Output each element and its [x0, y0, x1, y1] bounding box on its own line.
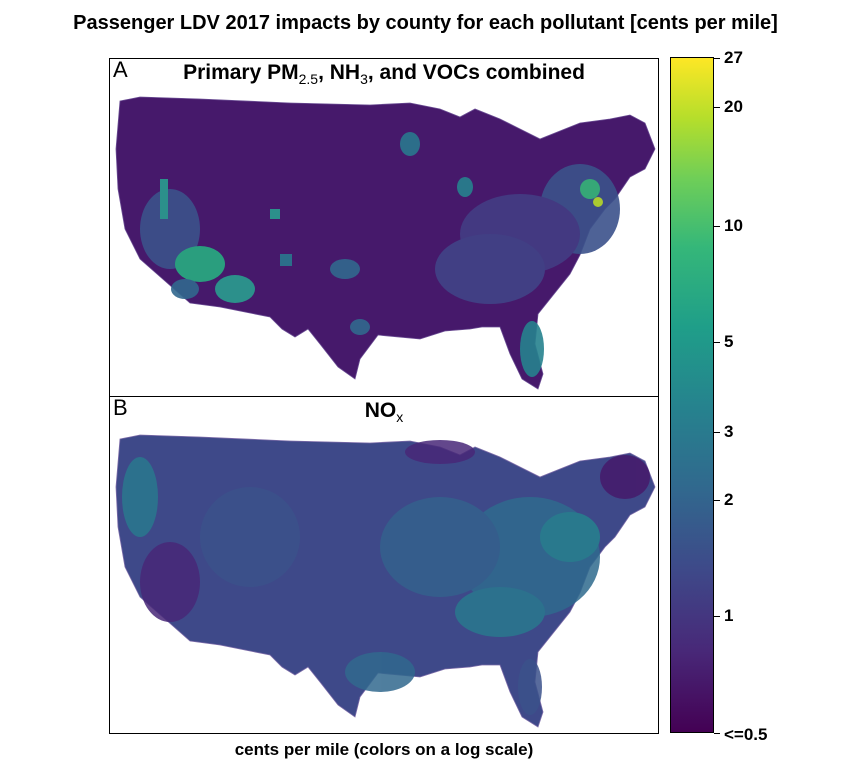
colorbar-tick-label: 1: [724, 606, 734, 625]
colorbar-tick: [714, 342, 720, 343]
hotspots-b: [122, 440, 650, 715]
colorbar-tick-label: 2: [724, 490, 734, 509]
colorbar-tick: [714, 226, 720, 227]
us-county-map-b: [115, 434, 656, 728]
colorbar-tick: [714, 733, 720, 734]
panel-a-title: Primary PM2.5, NH3, and VOCs combined: [183, 61, 585, 88]
panel-b: B NOx: [109, 396, 659, 734]
colorbar-tick-label: 10: [724, 216, 743, 235]
colorbar: [670, 57, 714, 733]
colorbar-tick-label: 27: [724, 48, 743, 67]
colorbar-tick-label: 5: [724, 332, 734, 351]
colorbar-tick: [714, 432, 720, 433]
colorbar-tick-label: <=0.5: [724, 725, 768, 744]
panel-b-title: NOx: [364, 399, 404, 426]
panel-a: A Primary PM2.5, NH3, and VOCs combined: [109, 58, 659, 397]
colorbar-tick: [714, 58, 720, 59]
panel-a-letter: A: [113, 58, 128, 82]
colorbar-tick: [714, 616, 720, 617]
colorbar-tick: [714, 500, 720, 501]
panel-b-letter: B: [113, 396, 128, 420]
colorbar-caption: cents per mile (colors on a log scale): [234, 740, 534, 759]
us-county-map-a: [115, 96, 656, 390]
hotspots-a: [140, 132, 620, 377]
colorbar-tick: [714, 107, 720, 108]
colorbar-tick-label: 20: [724, 97, 743, 116]
colorbar-tick-label: 3: [724, 422, 734, 441]
figure-title: Passenger LDV 2017 impacts by county for…: [73, 12, 778, 34]
